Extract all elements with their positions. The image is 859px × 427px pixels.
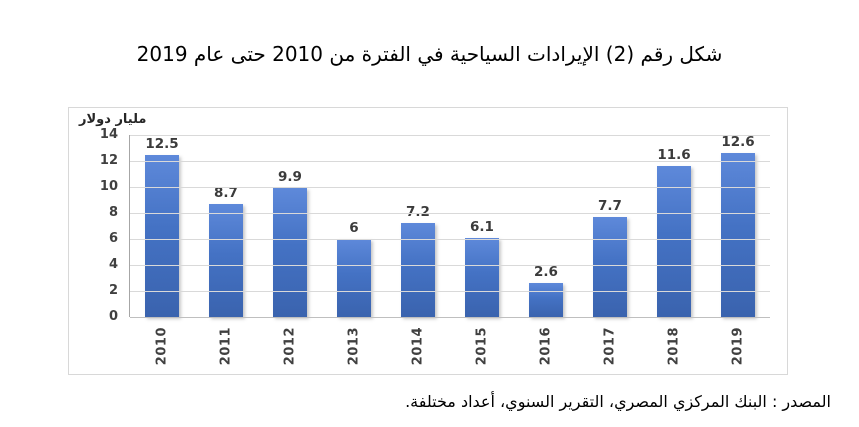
bar-slot: 7.2 [386,135,450,317]
y-tick-label: 12 [99,153,118,169]
bar: 8.7 [209,185,243,317]
bar-value-label: 11.6 [657,147,691,164]
bar-value-label: 7.7 [598,197,622,214]
bar-value-label: 6.1 [470,218,494,235]
x-tick-text: 2018 [666,327,682,366]
bar: 6.1 [465,219,499,317]
x-tick-label: 2013 [345,327,364,365]
y-axis-title: مليار دولار [79,112,147,127]
x-tick-text: 2011 [218,327,234,366]
x-tick-text: 2015 [474,327,490,366]
gridline [130,317,770,318]
bar: 11.6 [657,147,691,317]
chart-frame: مليار دولار 12.5 8.7 9.9 6 7.2 6.1 2.6 7.7 11.6 1… [68,107,788,375]
bar-value-label: 12.6 [721,134,755,151]
bar-slot: 2.6 [514,135,578,317]
gridline [130,135,770,136]
x-tick-label: 2016 [537,327,556,365]
bar: 12.6 [721,134,755,317]
gridline [130,291,770,292]
y-tick-label: 14 [99,127,118,143]
x-tick-label: 2017 [601,327,620,365]
bar-slot: 8.7 [194,135,258,317]
bar-value-label: 12.5 [145,135,179,152]
bar: 7.2 [401,204,435,317]
bar-value-label: 8.7 [214,184,238,201]
bar-slot: 6.1 [450,135,514,317]
y-tick-label: 10 [99,179,118,195]
y-tick-label: 0 [108,309,118,325]
x-tick-text: 2014 [410,327,426,366]
bars-container: 12.5 8.7 9.9 6 7.2 6.1 2.6 7.7 11.6 12.6 [130,134,770,317]
y-tick-label: 4 [108,257,118,273]
bar-slot: 12.6 [706,134,770,317]
x-tick-text: 2016 [538,327,554,366]
x-tick-label: 2019 [729,327,748,365]
plot-area: 12.5 8.7 9.9 6 7.2 6.1 2.6 7.7 11.6 12.6 2010 2011… [100,127,770,365]
bar-slot: 7.7 [578,135,642,317]
x-tick-text: 2017 [602,327,618,366]
x-tick-text: 2012 [282,327,298,366]
x-tick-label: 2012 [281,327,300,365]
bar: 9.9 [273,169,307,317]
y-tick-label: 2 [108,283,118,299]
gridline [130,187,770,188]
bar: 7.7 [593,198,627,317]
bar-slot: 6 [322,135,386,317]
bar: 12.5 [145,136,179,317]
gridline [130,239,770,240]
x-tick-label: 2018 [665,327,684,365]
x-tick-text: 2013 [346,327,362,366]
bar-slot: 12.5 [130,135,194,317]
x-tick-label: 2011 [217,327,236,365]
x-tick-text: 2019 [730,327,746,366]
x-tick-text: 2010 [154,327,170,366]
bar: 6 [337,220,371,317]
gridline [130,265,770,266]
bar-value-label: 9.9 [278,169,302,186]
x-tick-label: 2010 [153,327,172,365]
bar-slot: 9.9 [258,135,322,317]
y-tick-label: 8 [108,205,118,221]
gridline [130,213,770,214]
y-tick-label: 6 [108,231,118,247]
bar-value-label: 7.2 [406,204,430,221]
bar-slot: 11.6 [642,135,706,317]
x-axis-labels: 2010 2011 2012 2013 2014 2015 2016 2017 2018 2019 [130,317,770,369]
x-tick-label: 2015 [473,327,492,365]
bar: 2.6 [529,264,563,317]
bar-value-label: 6 [349,220,359,236]
source-note: المصدر : البنك المركزي المصري، التقرير ا… [405,392,831,411]
x-tick-label: 2014 [409,327,428,365]
bar-value-label: 2.6 [534,264,558,281]
gridline [130,161,770,162]
chart-title: شكل رقم (2) الإيرادات السياحية في الفترة… [136,42,723,66]
